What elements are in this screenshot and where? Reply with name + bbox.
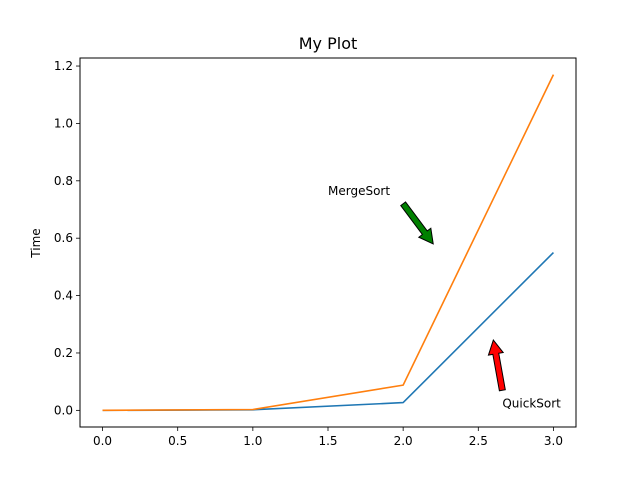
x-tick-label: 1.5 bbox=[318, 434, 337, 448]
x-tick-label: 0.5 bbox=[168, 434, 187, 448]
x-tick-label: 1.0 bbox=[243, 434, 262, 448]
annotation-arrow bbox=[400, 201, 434, 245]
annotations: MergeSort QuickSort bbox=[328, 184, 561, 410]
y-tick-label: 0.0 bbox=[54, 403, 73, 417]
annotation-label: QuickSort bbox=[502, 396, 561, 410]
x-tick-label: 2.0 bbox=[394, 434, 413, 448]
annotation-arrow bbox=[487, 339, 506, 392]
chart-title: My Plot bbox=[299, 34, 358, 53]
y-tick-label: 1.0 bbox=[54, 116, 73, 130]
x-tick-label: 0.0 bbox=[93, 434, 112, 448]
series-lines bbox=[102, 74, 555, 412]
y-tick-label: 0.2 bbox=[54, 346, 73, 360]
x-tick-label: 3.0 bbox=[544, 434, 563, 448]
plot-frame bbox=[79, 57, 577, 428]
x-tick-label: 2.5 bbox=[469, 434, 488, 448]
y-tick-label: 0.6 bbox=[54, 231, 73, 245]
series-line-2 bbox=[102, 74, 555, 412]
y-tick-label: 0.8 bbox=[54, 174, 73, 188]
y-axis-label: Time bbox=[29, 228, 43, 258]
y-tick-label: 0.4 bbox=[54, 289, 73, 303]
x-axis-ticks: 0.0 0.5 1.0 1.5 2.0 2.5 3.0 bbox=[93, 427, 563, 448]
annotation-label: MergeSort bbox=[328, 184, 390, 198]
y-tick-label: 1.2 bbox=[54, 59, 73, 73]
y-axis-ticks: 0.0 0.2 0.4 0.6 0.8 1.0 1.2 bbox=[54, 59, 80, 417]
